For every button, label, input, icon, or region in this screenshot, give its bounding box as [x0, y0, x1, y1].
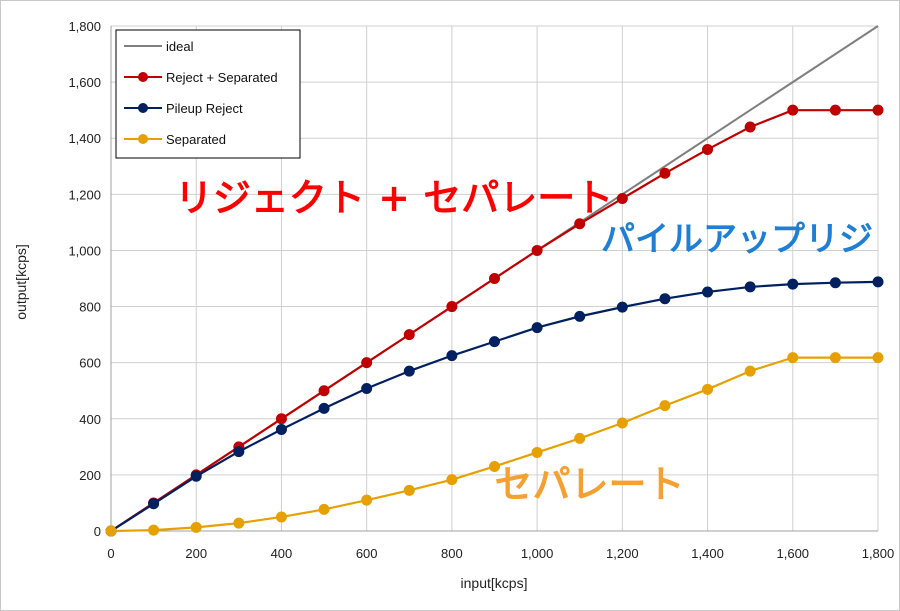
data-point-reject-separated: [659, 167, 671, 179]
annotation-text: パイルアップリジ: [601, 219, 873, 259]
data-point-pileup-reject: [361, 382, 373, 394]
x-tick-label: 600: [356, 546, 378, 561]
data-point-reject-separated: [361, 357, 373, 369]
data-point-separated: [531, 446, 543, 458]
y-tick-label: 400: [79, 412, 101, 427]
data-point-pileup-reject: [489, 336, 500, 348]
legend-label-pileup-reject: Pileup Reject: [166, 101, 243, 116]
data-point-pileup-reject: [787, 278, 799, 290]
data-point-separated: [616, 417, 628, 429]
data-point-reject-separated: [616, 193, 628, 205]
data-point-separated: [829, 352, 841, 364]
data-point-pileup-reject: [403, 365, 415, 377]
y-tick-label: 800: [79, 300, 101, 315]
x-tick-label: 0: [107, 546, 114, 561]
data-point-separated: [233, 517, 245, 529]
data-point-reject-separated: [787, 104, 799, 116]
y-tick-label: 0: [94, 524, 101, 539]
axes: 0 200 400 600 800 1,000 1,200 1,400 1,600 1,800 0 2…: [68, 19, 894, 561]
x-tick-label: 1,800: [862, 546, 895, 561]
y-tick-label: 1,600: [68, 75, 101, 90]
x-axis-title: input[kcps]: [461, 575, 528, 591]
data-point-pileup-reject: [616, 301, 628, 313]
data-point-separated: [148, 524, 160, 536]
x-tick-label: 800: [441, 546, 463, 561]
data-point-separated: [105, 525, 117, 537]
data-point-reject-separated: [574, 218, 586, 230]
x-tick-label: 1,600: [777, 546, 810, 561]
data-point-pileup-reject: [190, 470, 202, 482]
data-point-separated: [361, 494, 373, 506]
data-point-reject-separated: [702, 143, 714, 155]
y-tick-label: 600: [79, 356, 101, 371]
x-tick-label: 1,200: [606, 546, 639, 561]
data-point-separated: [403, 484, 415, 496]
data-point-pileup-reject: [659, 293, 671, 305]
data-point-pileup-reject: [275, 423, 287, 435]
y-tick-label: 1,000: [68, 243, 101, 258]
x-tick-label: 400: [271, 546, 293, 561]
data-point-pileup-reject: [744, 281, 756, 293]
data-point-separated: [318, 503, 330, 515]
series: [105, 25, 884, 537]
data-point-reject-separated: [829, 104, 841, 116]
annotation-text: リジェクト + セパレート: [175, 176, 613, 220]
data-point-pileup-reject: [446, 350, 458, 362]
data-point-separated: [190, 521, 202, 533]
y-tick-label: 1,200: [68, 187, 101, 202]
y-tick-label: 1,800: [68, 19, 101, 34]
data-point-separated: [489, 460, 500, 472]
data-point-separated: [872, 352, 884, 364]
data-point-pileup-reject: [531, 322, 543, 334]
data-point-separated: [446, 474, 458, 486]
data-point-reject-separated: [489, 273, 500, 284]
data-point-pileup-reject: [829, 277, 841, 289]
legend-label-reject-separated: Reject + Separated: [166, 70, 278, 85]
x-tick-label: 200: [185, 546, 207, 561]
data-point-reject-separated: [531, 244, 543, 256]
annotation-text: セパレート: [495, 462, 685, 506]
data-point-reject-separated: [744, 121, 756, 133]
data-point-separated: [702, 383, 714, 395]
legend-marker-reject-separated: [138, 72, 148, 82]
data-point-separated: [787, 352, 799, 364]
data-point-reject-separated: [318, 385, 330, 397]
data-point-reject-separated: [872, 104, 884, 116]
y-tick-label: 1,400: [68, 131, 101, 146]
data-point-reject-separated: [446, 301, 458, 313]
data-point-pileup-reject: [872, 276, 884, 288]
data-point-pileup-reject: [318, 402, 330, 414]
legend: ideal Reject + Separated Pileup Reject Sepa…: [115, 29, 301, 159]
legend-label-ideal: ideal: [166, 39, 194, 54]
legend-label-separated: Separated: [166, 132, 226, 147]
data-point-separated: [275, 511, 287, 523]
legend-marker-separated: [138, 134, 148, 144]
data-point-pileup-reject: [702, 286, 714, 298]
data-point-separated: [659, 400, 671, 412]
y-tick-label: 200: [79, 468, 101, 483]
x-tick-label: 1,400: [691, 546, 724, 561]
data-point-separated: [744, 365, 756, 377]
data-point-reject-separated: [275, 413, 287, 425]
data-point-separated: [574, 432, 586, 444]
x-tick-label: 1,000: [521, 546, 554, 561]
y-axis-title: output[kcps]: [13, 244, 29, 320]
data-point-reject-separated: [403, 329, 415, 341]
data-point-pileup-reject: [574, 310, 586, 322]
data-point-pileup-reject: [148, 498, 160, 510]
legend-marker-pileup-reject: [138, 103, 148, 113]
data-point-pileup-reject: [233, 446, 245, 458]
